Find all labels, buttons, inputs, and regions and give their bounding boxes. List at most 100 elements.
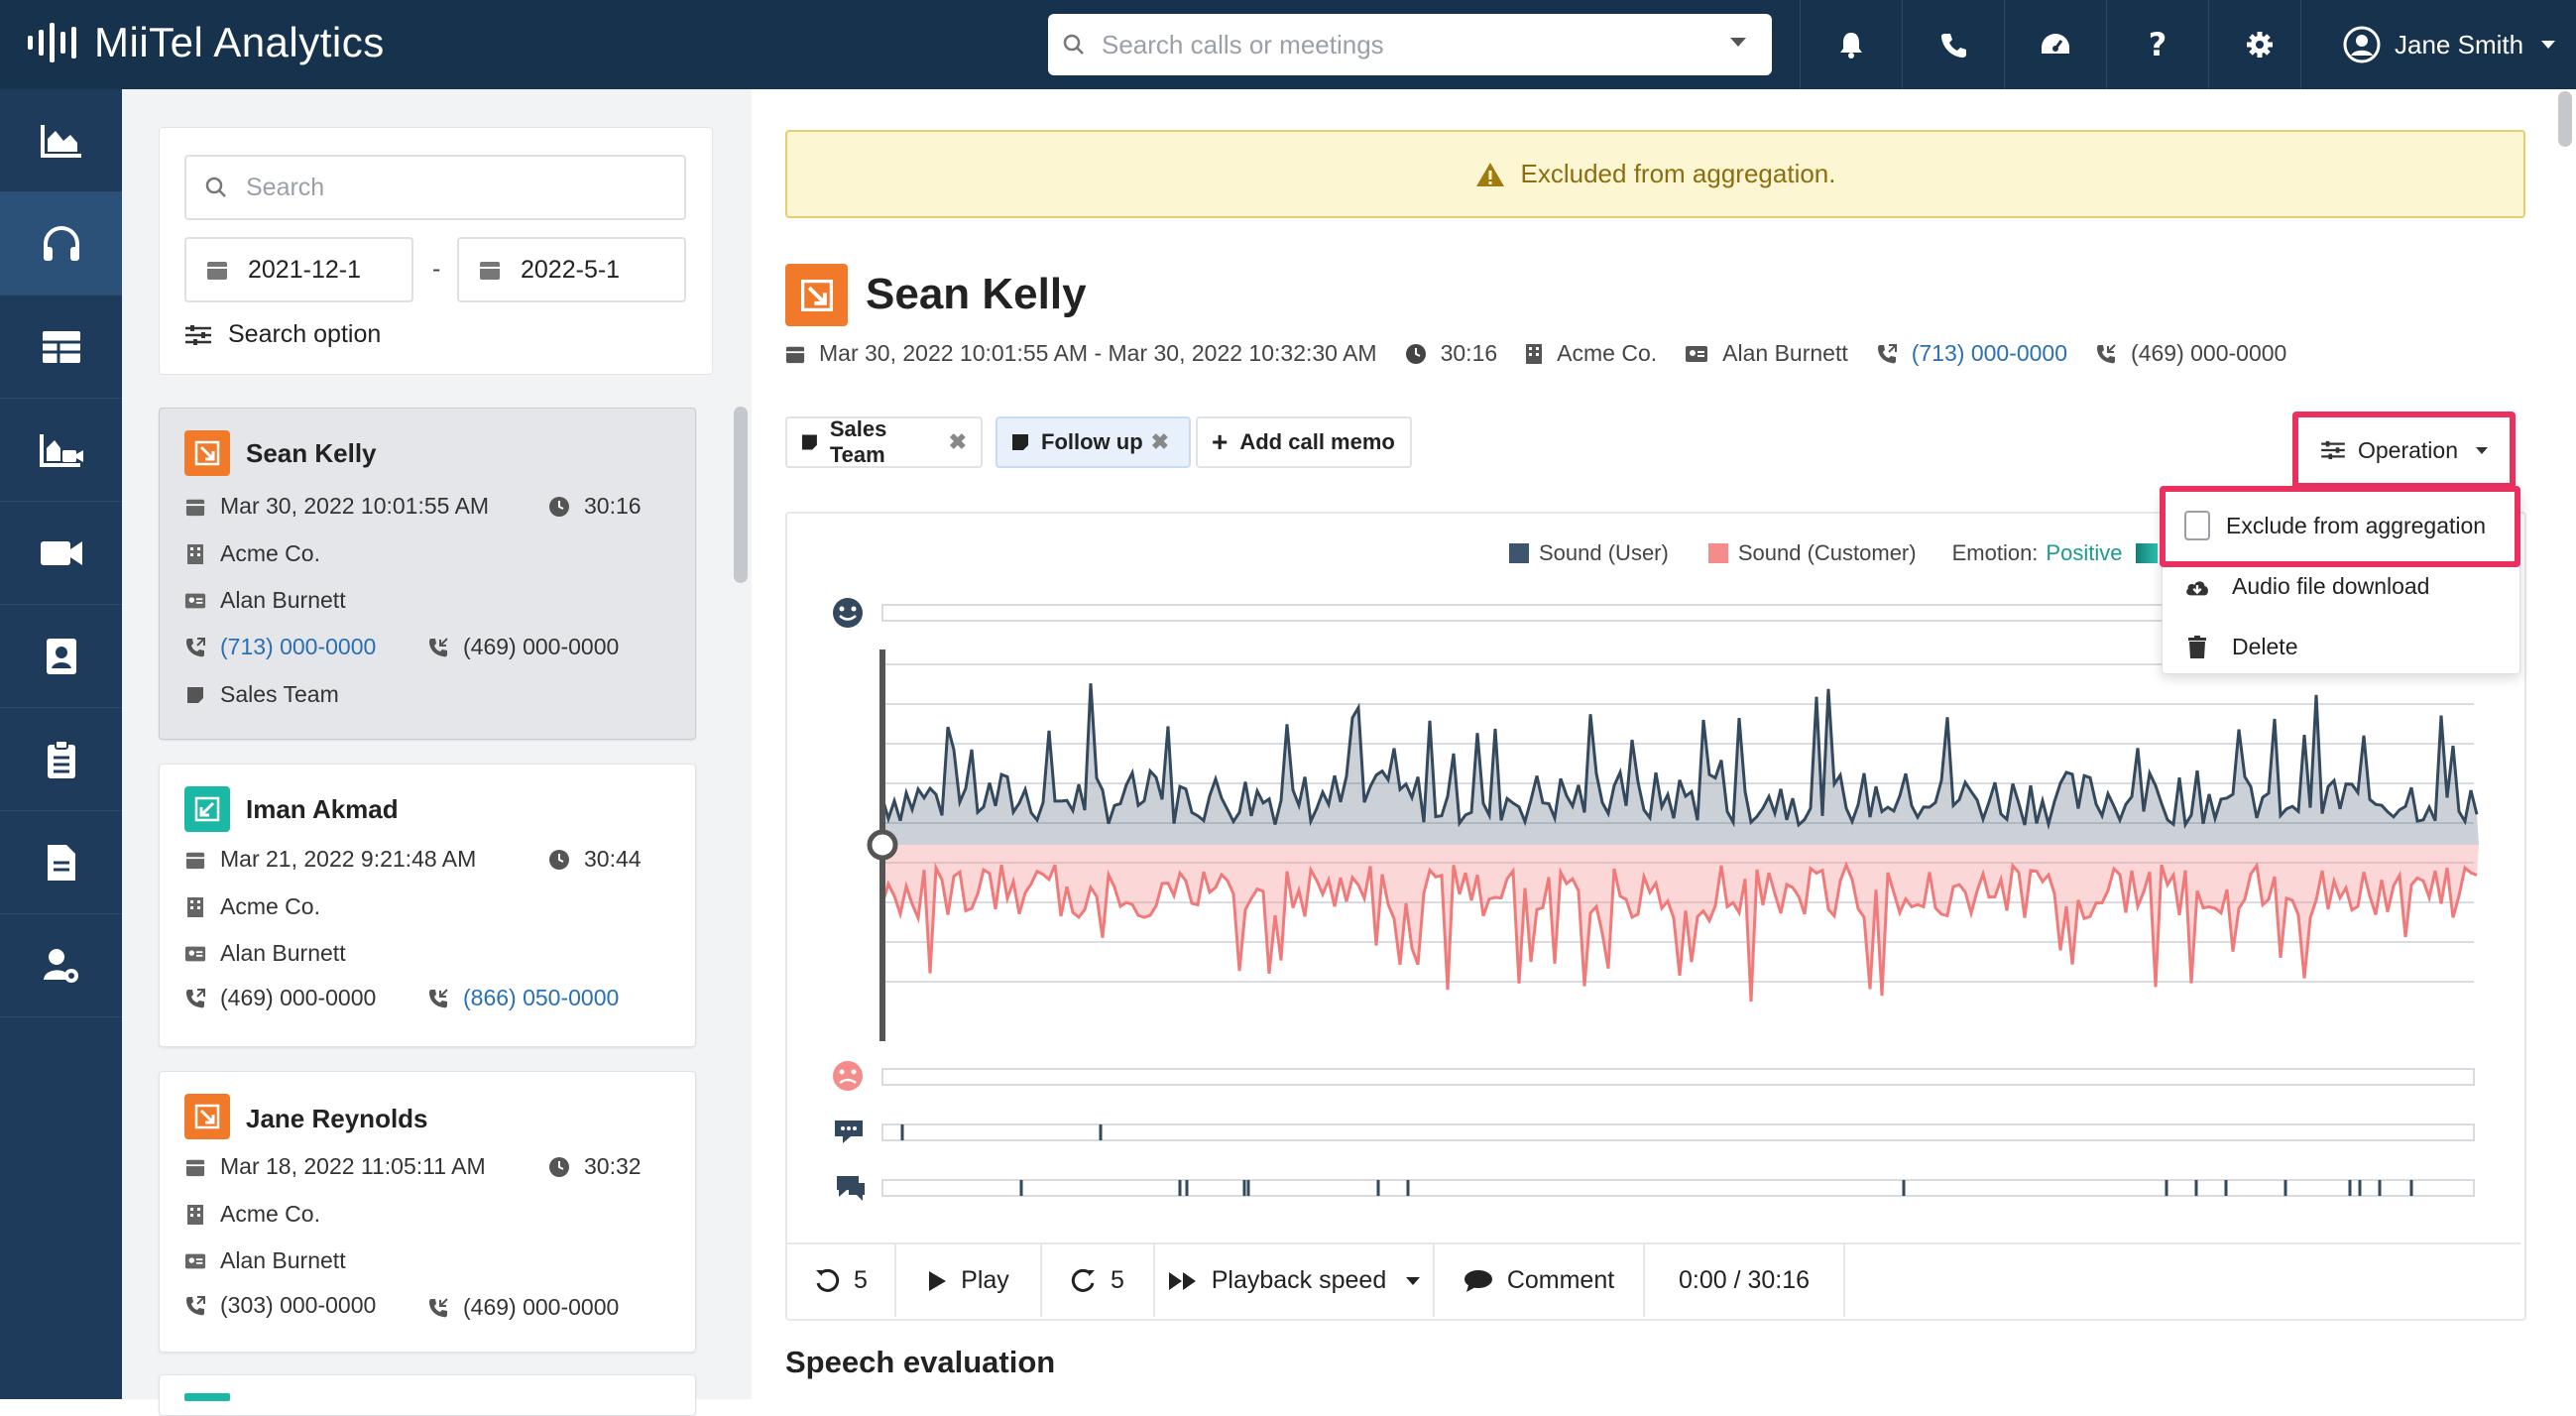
close-icon[interactable]: ✖ <box>1150 429 1170 454</box>
call-to-text: (469) 000-0000 <box>463 634 620 659</box>
call-company: Acme Co. <box>184 893 320 920</box>
chevron-down-icon[interactable] <box>1730 38 1746 47</box>
id-card-icon <box>184 946 206 961</box>
note-icon <box>801 434 817 450</box>
global-search-input[interactable]: Search calls or meetings <box>1048 14 1772 75</box>
chart-video-icon <box>39 433 83 467</box>
list-scrollbar[interactable] <box>734 407 748 583</box>
call-datetime: Mar 21, 2022 9:21:48 AM <box>184 846 476 873</box>
call-card-selected[interactable]: Sean Kelly Mar 30, 2022 10:01:55 AM 30:1… <box>159 408 696 740</box>
tag-sales-team[interactable]: Sales Team ✖ <box>785 416 983 468</box>
date-to-value: 2022-5-1 <box>521 255 621 284</box>
call-card[interactable] <box>159 1374 696 1416</box>
outgoing-phone-icon <box>1877 343 1897 363</box>
comment-icon <box>835 1121 863 1143</box>
speech-bubbles-icon <box>837 1176 865 1201</box>
nav-analytics[interactable] <box>0 89 122 192</box>
nav-tasks[interactable] <box>0 708 122 811</box>
brand-logo[interactable]: MiiTel Analytics <box>28 18 385 67</box>
call-from-link[interactable]: (713) 000-0000 <box>1911 340 2068 366</box>
list-search-input[interactable]: Search <box>184 155 686 220</box>
wave-user-area <box>882 683 2479 845</box>
close-icon[interactable]: ✖ <box>948 429 967 454</box>
comment-button[interactable]: Comment <box>1435 1244 1645 1317</box>
outgoing-phone-icon <box>186 637 205 656</box>
outgoing-phone-icon <box>186 1295 205 1315</box>
legend-customer: Sound (Customer) <box>1737 540 1917 565</box>
call-contact-name: Sean Kelly <box>246 438 377 468</box>
menu-item-exclude-aggregation[interactable]: Exclude from aggregation <box>2184 511 2486 540</box>
playback-speed-label: Playback speed <box>1211 1266 1387 1294</box>
call-company-text: Acme Co. <box>1557 340 1658 366</box>
call-duration: 30:16 <box>548 493 642 520</box>
calendar-icon <box>185 499 205 516</box>
help-icon: ? <box>2148 26 2167 63</box>
sliders-icon <box>2321 440 2345 460</box>
call-team: Sales Team <box>184 681 339 708</box>
call-rep: Alan Burnett <box>184 1247 346 1274</box>
nav-documents[interactable] <box>0 811 122 914</box>
phone-button[interactable] <box>1902 0 2004 89</box>
page-scrollbar[interactable] <box>2558 91 2572 147</box>
play-button[interactable]: Play <box>896 1244 1042 1317</box>
audio-waveform-chart[interactable] <box>793 585 2479 1220</box>
speech-evaluation-title: Speech evaluation <box>785 1345 1056 1379</box>
nav-meetings[interactable] <box>0 502 122 605</box>
nav-contacts[interactable] <box>0 605 122 708</box>
nav-table[interactable] <box>0 295 122 399</box>
notifications-button[interactable] <box>1800 0 1902 89</box>
call-from-text: (303) 000-0000 <box>220 1292 377 1318</box>
cloud-download-icon <box>2186 580 2208 595</box>
clipboard-icon <box>47 739 75 778</box>
date-from-value: 2021-12-1 <box>248 255 361 284</box>
call-from-link[interactable]: (713) 000-0000 <box>220 634 377 659</box>
call-to-link[interactable]: (866) 050-0000 <box>463 985 620 1010</box>
id-card-icon <box>1686 345 1708 362</box>
operation-button[interactable]: Operation <box>2292 412 2516 489</box>
customer-sound-wave <box>880 845 2479 1003</box>
forward-icon <box>1071 1268 1096 1292</box>
settings-button[interactable] <box>2208 0 2310 89</box>
inbound-call-icon <box>184 1393 230 1401</box>
forward-5-button[interactable]: 5 <box>1042 1244 1155 1317</box>
nav-user-settings[interactable] <box>0 914 122 1017</box>
bell-icon <box>1840 33 1862 59</box>
date-from-field[interactable]: 2021-12-1 <box>184 237 413 302</box>
add-call-memo-button[interactable]: + Add call memo <box>1196 416 1412 468</box>
area-chart-icon <box>40 124 81 158</box>
call-card[interactable]: Iman Akmad Mar 21, 2022 9:21:48 AM 30:44… <box>159 764 696 1047</box>
playback-speed-button[interactable]: Playback speed <box>1155 1244 1435 1317</box>
call-datetime: Mar 30, 2022 10:01:55 AM <box>184 493 489 520</box>
brand-name: MiiTel Analytics <box>94 19 385 65</box>
search-option-button[interactable]: Search option <box>184 320 381 349</box>
menu-item-label: Delete <box>2232 634 2298 659</box>
rewind-5-button[interactable]: 5 <box>787 1244 896 1317</box>
tag-follow-up[interactable]: Follow up ✖ <box>995 416 1191 468</box>
nav-meeting-analytics[interactable] <box>0 399 122 502</box>
gear-icon <box>2247 32 2273 58</box>
menu-item-audio-download[interactable]: Audio file download <box>2184 573 2429 600</box>
date-to-field[interactable]: 2022-5-1 <box>457 237 686 302</box>
incoming-phone-icon <box>429 1297 448 1317</box>
call-from: (469) 000-0000 <box>184 985 376 1011</box>
exclude-checkbox[interactable] <box>2184 511 2210 540</box>
help-button[interactable]: ? <box>2106 0 2208 89</box>
call-contact-name: Iman Akmad <box>246 794 399 824</box>
call-datetime: Mar 18, 2022 11:05:11 AM <box>184 1153 486 1180</box>
user-name: Jane Smith <box>2395 29 2524 59</box>
tag-label: Follow up <box>1041 429 1143 454</box>
dashboard-button[interactable] <box>2004 0 2106 89</box>
plus-icon: + <box>1212 426 1229 457</box>
call-from: (303) 000-0000 <box>184 1292 376 1319</box>
calendar-icon <box>185 852 205 869</box>
dashboard-icon <box>2042 34 2069 54</box>
operation-label: Operation <box>2357 436 2458 463</box>
menu-item-delete[interactable]: Delete <box>2184 634 2297 660</box>
search-icon <box>1063 34 1084 55</box>
user-menu[interactable]: Jane Smith <box>2300 0 2576 89</box>
call-card[interactable]: Jane Reynolds Mar 18, 2022 11:05:11 AM 3… <box>159 1071 696 1353</box>
call-to: (469) 000-0000 <box>427 634 619 660</box>
nav-calls[interactable] <box>0 192 122 295</box>
warning-icon <box>1475 162 1504 186</box>
playhead-handle[interactable] <box>867 829 898 861</box>
